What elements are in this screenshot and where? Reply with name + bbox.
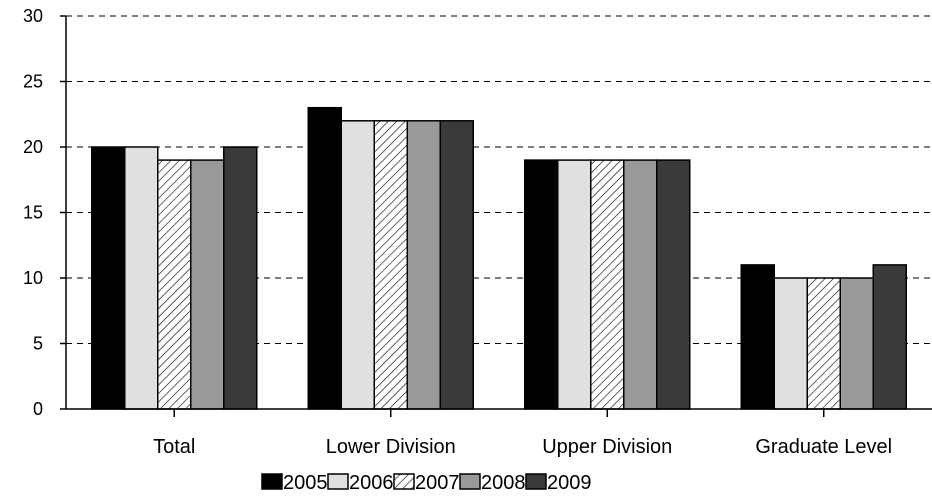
y-tick-label: 5 [33,334,43,354]
bar [91,146,126,410]
legend: 2005 2006 2007 2008 2009 [261,472,592,494]
y-tick-label: 25 [23,72,43,92]
y-tick-label: 20 [23,137,43,157]
bar [773,277,808,410]
legend-swatch [459,473,481,490]
x-tick-label: Upper Division [542,436,672,458]
x-tick-label: Graduate Level [755,436,892,458]
bar [190,159,225,410]
bar [590,159,625,410]
bar [740,264,775,410]
bar [872,264,907,410]
y-tick-label: 15 [23,203,43,223]
legend-swatch [525,473,547,490]
x-tick-label: Total [153,436,195,458]
y-tick-label: 10 [23,268,43,288]
bar [223,146,258,410]
bar [373,120,408,410]
bar [439,120,474,410]
legend-swatch [261,473,283,490]
legend-swatch [393,473,415,490]
bar [557,159,592,410]
legend-label: 2008 [481,472,526,494]
bar [839,277,874,410]
bar [124,146,159,410]
bar [524,159,559,410]
y-tick-label: 30 [23,6,43,26]
legend-swatch [327,473,349,490]
y-axis-ticks: 0 5 10 15 20 25 30 [23,6,66,419]
bar [157,159,192,410]
bar [656,159,691,410]
y-tick-label: 0 [33,399,43,419]
bar [406,120,441,410]
legend-label: 2005 [283,472,328,494]
bar [623,159,658,410]
bar [340,120,375,410]
x-tick-label: Lower Division [326,436,456,458]
bar [806,277,841,410]
x-axis-categories: Total Lower Division Upper Division Graduat… [153,436,892,458]
legend-label: 2009 [547,472,592,494]
bars [91,106,907,410]
bar [307,106,342,410]
legend-label: 2006 [349,472,394,494]
legend-label: 2007 [415,472,460,494]
